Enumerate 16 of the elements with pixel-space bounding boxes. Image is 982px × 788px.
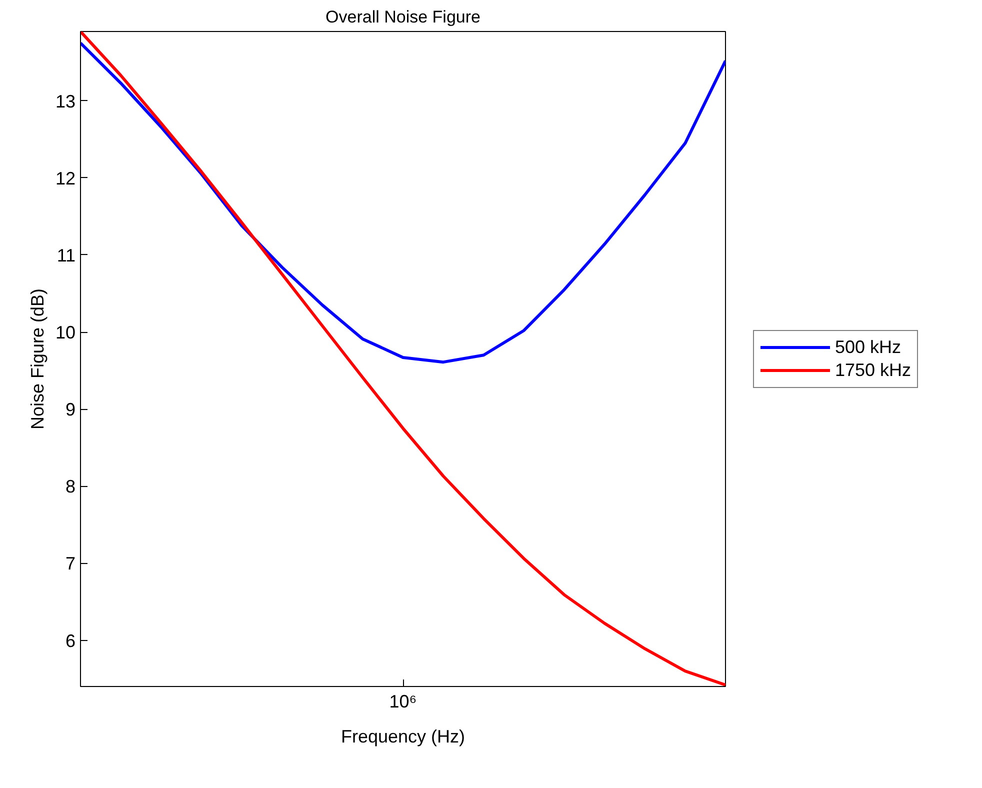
x-axis-title: Frequency (Hz)	[340, 726, 466, 746]
line-series	[80, 32, 726, 686]
text: 10⁶	[389, 692, 417, 712]
y-tick-label: 10	[55, 322, 76, 343]
legend-label: 1750 kHz	[835, 360, 912, 380]
legend-label: 500 kHz	[835, 336, 902, 358]
y-tick-label: 6	[65, 630, 76, 651]
line-series	[80, 42, 726, 364]
y-tick-label: 9	[65, 400, 76, 420]
y-tick-label: 12	[55, 168, 76, 188]
y-tick-label: 11	[56, 245, 76, 266]
chart-title: Overall Noise Figure	[326, 8, 480, 26]
y-axis-title: Noise Figure (dB)	[27, 288, 48, 430]
y-tick-label: 8	[65, 476, 76, 497]
y-tick-label: 7	[65, 554, 76, 574]
y-tick-label: 13	[55, 91, 76, 112]
